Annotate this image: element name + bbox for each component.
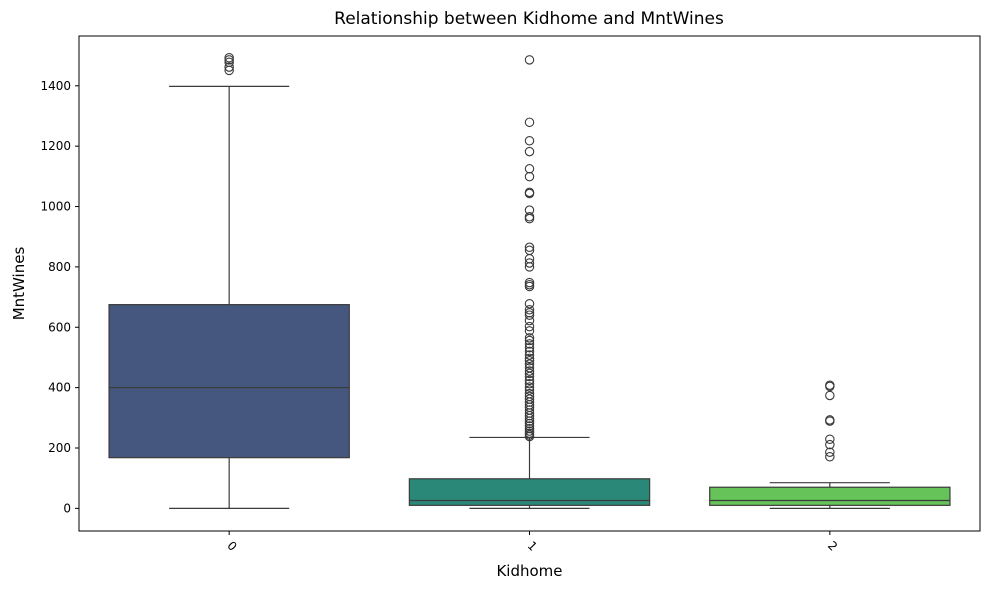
outlier-point: [524, 378, 535, 389]
outlier-point: [825, 451, 835, 462]
outlier-point: [524, 333, 535, 343]
plot-area-frame: [78, 35, 981, 532]
outlier-point: [524, 423, 535, 434]
outlier-point: [524, 117, 535, 128]
outlier-point: [224, 62, 234, 72]
y-tick-label: 1200: [40, 139, 71, 153]
outlier-point: [524, 385, 535, 395]
outlier-point: [524, 321, 535, 332]
y-tick-label: 1000: [40, 200, 71, 214]
outlier-point: [524, 281, 535, 292]
outlier-point: [524, 397, 535, 407]
outlier-point: [524, 164, 535, 174]
box-iqr: [709, 486, 951, 506]
outlier-point: [524, 418, 535, 429]
box-iqr: [108, 304, 350, 459]
outlier-point: [524, 135, 535, 146]
outlier-point: [524, 359, 535, 369]
outlier-point: [524, 375, 535, 386]
outlier-point: [825, 416, 835, 426]
outlier-point: [524, 188, 535, 199]
outlier-point: [524, 298, 535, 309]
outlier-point: [825, 390, 835, 401]
outlier-point: [825, 447, 835, 457]
x-axis-title: Kidhome: [496, 562, 562, 580]
outlier-point: [524, 335, 535, 346]
chart-title: Relationship between Kidhome and MntWine…: [334, 9, 724, 29]
outlier-point: [524, 315, 535, 326]
outlier-point: [524, 353, 535, 364]
outlier-point: [524, 421, 535, 431]
outlier-point: [524, 305, 535, 315]
outlier-point: [524, 55, 535, 65]
box-group-2: [709, 380, 951, 509]
outlier-point: [224, 65, 234, 76]
outlier-point: [524, 416, 535, 426]
outlier-point: [524, 343, 535, 353]
outlier-point: [524, 371, 535, 382]
outlier-point: [524, 413, 535, 424]
outlier-point: [524, 310, 535, 320]
y-axis-title: MntWines: [10, 247, 28, 321]
outlier-point: [524, 242, 535, 253]
outlier-point: [524, 213, 535, 224]
y-tick-label: 800: [48, 260, 71, 274]
y-tick-label: 1400: [40, 79, 71, 93]
box-group-0: [108, 52, 350, 509]
outlier-point: [524, 350, 535, 360]
outlier-point: [524, 346, 535, 357]
box-group-1: [408, 55, 651, 509]
y-axis-ticks: 0 200 400 600 800 1000 1200 1400: [40, 79, 79, 515]
outlier-point: [524, 410, 535, 421]
outlier-point: [224, 55, 234, 65]
outlier-point: [524, 171, 535, 182]
y-tick-label: 400: [48, 381, 71, 395]
outlier-point: [825, 439, 835, 450]
outlier-point: [524, 258, 535, 268]
outlier-point: [524, 339, 535, 349]
outlier-point: [524, 262, 535, 272]
box-iqr: [408, 478, 651, 506]
y-tick-label: 600: [48, 320, 71, 334]
outlier-point: [524, 308, 535, 318]
box-series: [108, 52, 951, 509]
y-tick-label: 0: [63, 501, 71, 515]
outlier-point: [524, 366, 535, 376]
outlier-point: [825, 434, 835, 444]
outlier-point: [524, 368, 535, 379]
outlier-point: [524, 356, 535, 366]
outlier-point: [524, 326, 535, 336]
outlier-point: [825, 381, 835, 392]
outlier-point: [524, 431, 535, 442]
outlier-point: [524, 146, 535, 157]
y-tick-label: 200: [48, 441, 71, 455]
outlier-point: [524, 382, 535, 392]
